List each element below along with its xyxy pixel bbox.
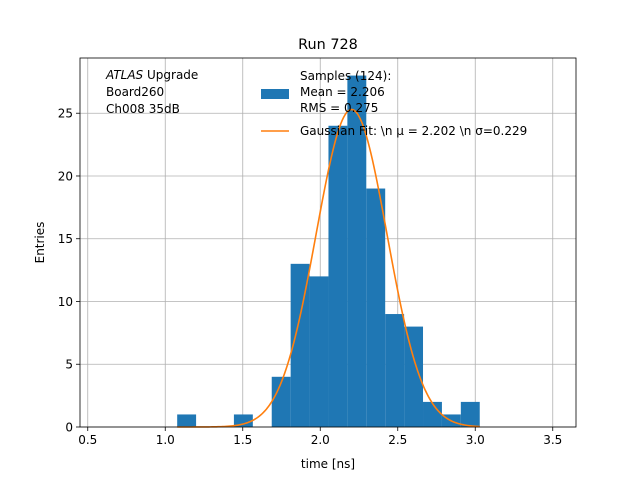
histogram-bar-13 <box>423 401 442 427</box>
y-tick-label-3: 15 <box>58 232 73 246</box>
annotation-line-0: ATLAS Upgrade <box>105 68 198 82</box>
y-axis-label: Entries <box>33 222 47 264</box>
gaussian-fit-curve <box>177 108 480 428</box>
x-tick-label-3: 2.0 <box>311 433 330 447</box>
y-tick-label-5: 25 <box>58 107 73 121</box>
legend-samples-label-2: RMS = 0.275 <box>300 101 378 115</box>
histogram-bar-5 <box>271 376 291 427</box>
histogram-bar-0 <box>177 414 197 427</box>
histogram-bars <box>177 75 480 428</box>
y-tick-label-1: 5 <box>65 358 73 372</box>
x-tick-label-1: 1.0 <box>156 433 175 447</box>
x-tick-label-4: 2.5 <box>388 433 407 447</box>
x-tick-label-5: 3.0 <box>466 433 485 447</box>
axes-frame <box>79 57 577 428</box>
gaussian-fit <box>177 108 480 428</box>
legend-samples-label-0: Samples (124): <box>300 69 391 83</box>
histogram-bar-12 <box>404 326 424 427</box>
chart-title: Run 728 <box>298 37 358 53</box>
y-tick-label-2: 10 <box>58 295 73 309</box>
histogram-bar-6 <box>290 263 310 427</box>
annotation-line-2: Ch008 35dB <box>106 102 180 116</box>
histogram-bar-8 <box>328 125 348 427</box>
x-axis-label: time [ns] <box>301 457 355 471</box>
legend-samples-swatch <box>261 89 289 99</box>
histogram-bar-15 <box>460 401 480 427</box>
histogram-bar-11 <box>385 314 405 427</box>
legend: Samples (124): Mean = 2.206 RMS = 0.275 G… <box>261 69 527 138</box>
legend-fit-label-0: Gaussian Fit: \n μ = 2.202 \n σ=0.229 <box>300 124 527 138</box>
x-tick-label-0: 0.5 <box>78 433 97 447</box>
y-tick-label-0: 0 <box>65 420 73 434</box>
histogram-bar-3 <box>233 414 253 427</box>
annotation-line-1: Board260 <box>106 85 164 99</box>
histogram-bar-9 <box>347 75 367 428</box>
axis-ticks: 0.5 1.0 1.5 2.0 2.5 3.0 3.5 0 5 10 15 20 25 <box>58 107 563 447</box>
y-tick-label-4: 20 <box>58 169 73 183</box>
histogram-bar-7 <box>309 276 329 427</box>
x-tick-label-6: 3.5 <box>543 433 562 447</box>
histogram-bar-10 <box>366 188 386 427</box>
x-tick-label-2: 1.5 <box>233 433 252 447</box>
atlas-annotation: ATLAS Upgrade Board260 Ch008 35dB <box>105 68 198 116</box>
legend-samples-label-1: Mean = 2.206 <box>300 85 385 99</box>
